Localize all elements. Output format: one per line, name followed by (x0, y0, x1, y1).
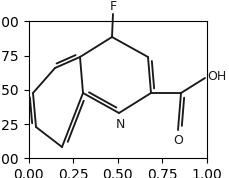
Text: OH: OH (206, 70, 225, 83)
Text: F: F (109, 0, 116, 13)
Text: O: O (172, 134, 182, 147)
Text: N: N (115, 118, 124, 131)
